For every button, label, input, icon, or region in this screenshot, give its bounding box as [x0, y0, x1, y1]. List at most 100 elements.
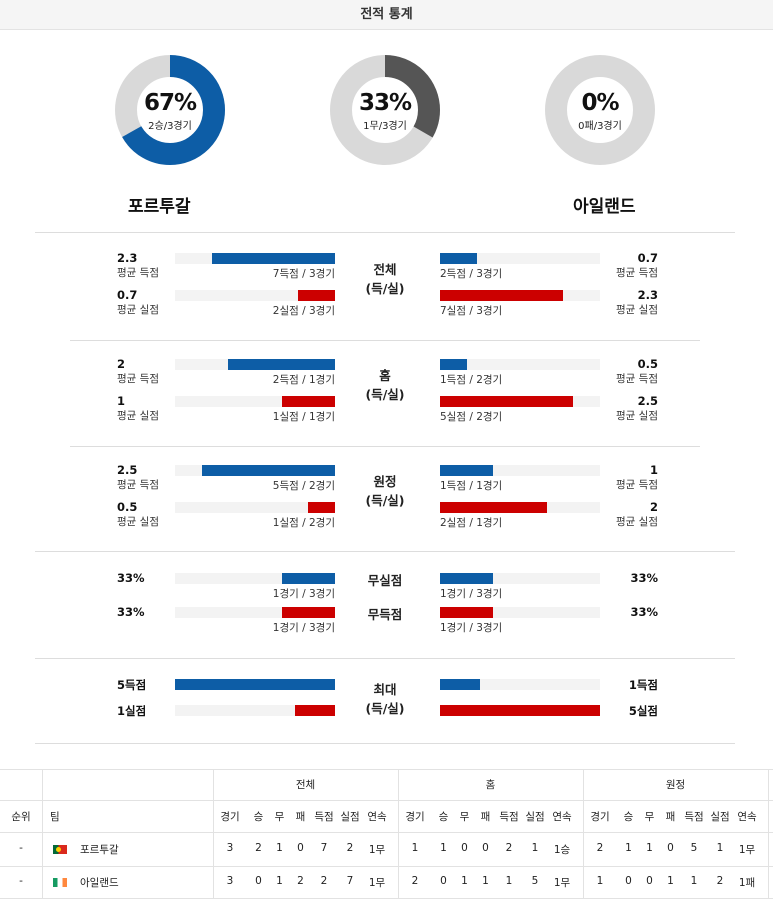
- table-cell: 1: [505, 875, 513, 887]
- away-team-name: 아일랜드: [573, 197, 636, 217]
- home-bar-track: [175, 290, 335, 301]
- table-cell: 1: [461, 875, 468, 887]
- table-group-header: 홈: [485, 779, 496, 791]
- home-bar-track: [175, 705, 335, 716]
- home-bar-fill: [202, 465, 335, 476]
- away-stat-label: 평균 득점: [616, 267, 658, 279]
- table-column-header: 무: [459, 811, 470, 823]
- table-cell: 1무: [368, 877, 386, 889]
- stat-category-line: (득/실): [365, 280, 405, 296]
- table-column-header: 실점: [340, 811, 360, 823]
- home-bar-fill: [282, 573, 335, 584]
- table-team-header: 팀: [50, 811, 60, 823]
- table-column-header: 경기: [405, 811, 425, 823]
- home-bar-caption: 2득점 / 1경기: [272, 374, 335, 386]
- table-cell: 0: [482, 842, 489, 854]
- table-cell: 2: [596, 842, 604, 854]
- table-border: [583, 769, 584, 898]
- away-bar-caption: 7실점 / 3경기: [440, 305, 503, 317]
- donut-caption: 2승/3경기: [148, 121, 192, 132]
- away-bar-fill: [440, 679, 480, 690]
- table-column-header: 득점: [499, 811, 519, 823]
- section-divider: [35, 551, 735, 552]
- donut-chart: [330, 55, 440, 165]
- away-stat-value: 33%: [630, 571, 658, 585]
- table-cell: 1승: [553, 844, 571, 856]
- home-team-name: 포르투갈: [128, 197, 191, 217]
- section-divider: [35, 232, 735, 233]
- table-rank-cell: -: [19, 875, 23, 887]
- table-team-cell[interactable]: 포르투갈: [80, 844, 119, 856]
- table-column-header: 득점: [314, 811, 334, 823]
- away-stat-label: 평균 실점: [616, 516, 658, 528]
- table-cell: 1: [531, 842, 539, 854]
- table-column-header: 경기: [590, 811, 610, 823]
- away-bar-fill: [440, 253, 477, 264]
- away-bar-fill: [440, 573, 493, 584]
- home-bar-track: [175, 573, 335, 584]
- table-group-header: 원정: [665, 779, 686, 791]
- table-cell: 2: [255, 842, 262, 854]
- home-stat-value: 2.3: [117, 251, 138, 265]
- table-border: [0, 769, 773, 770]
- table-column-header: 득점: [684, 811, 704, 823]
- home-bar-track: [175, 502, 335, 513]
- table-rank-header: 순위: [11, 811, 31, 823]
- home-bar-caption: 1경기 / 3경기: [272, 622, 335, 634]
- away-bar-track: [440, 573, 600, 584]
- away-bar-track: [440, 705, 600, 716]
- table-cell: 5: [531, 875, 539, 887]
- away-bar-fill: [440, 465, 493, 476]
- home-bar-track: [175, 465, 335, 476]
- home-bar-fill: [175, 679, 335, 690]
- section-divider: [70, 446, 700, 447]
- table-cell: 1: [716, 842, 724, 854]
- table-border: [0, 800, 773, 801]
- donut-caption: 0패/3경기: [578, 121, 622, 132]
- ireland-flag-icon: [53, 878, 67, 887]
- table-column-header: 무: [274, 811, 285, 823]
- table-cell: 2: [716, 875, 724, 887]
- away-stat-value: 2.5: [637, 394, 658, 408]
- home-bar-caption: 1실점 / 2경기: [272, 517, 335, 529]
- table-cell: 5: [690, 842, 698, 854]
- table-border: [0, 866, 773, 867]
- stat-category-title: 홈 (득/실): [355, 366, 415, 404]
- away-bar-caption: 1경기 / 3경기: [440, 588, 503, 600]
- donut-chart: [545, 55, 655, 165]
- donut-arc: [330, 55, 440, 165]
- table-border: [0, 898, 773, 899]
- table-cell: 1무: [553, 877, 571, 889]
- away-stat-value: 5실점: [628, 704, 658, 718]
- stat-category-line: 무득점: [367, 606, 403, 622]
- away-bar-caption: 2실점 / 1경기: [440, 517, 503, 529]
- table-cell: 7: [320, 842, 328, 854]
- away-stat-value: 1: [649, 463, 658, 477]
- home-stat-label: 평균 실점: [117, 516, 159, 528]
- home-bar-track: [175, 607, 335, 618]
- stat-category-title: 원정 (득/실): [355, 472, 415, 510]
- portugal-flag-icon: [53, 845, 67, 854]
- table-cell: 2: [346, 842, 354, 854]
- home-stat-value: 2: [117, 357, 126, 371]
- away-bar-caption: 2득점 / 3경기: [440, 268, 503, 280]
- away-bar-track: [440, 396, 600, 407]
- table-team-cell[interactable]: 아일랜드: [80, 877, 119, 889]
- donut-caption: 1무/3경기: [363, 121, 407, 132]
- away-stat-label: 평균 득점: [616, 479, 658, 491]
- away-stat-value: 0.7: [637, 251, 658, 265]
- away-bar-track: [440, 253, 600, 264]
- table-cell: 1: [276, 875, 283, 887]
- away-bar-fill: [440, 359, 467, 370]
- table-cell: 1무: [738, 844, 756, 856]
- home-stat-value: 1실점: [117, 704, 147, 718]
- home-stat-value: 5득점: [117, 678, 147, 692]
- table-cell: 2: [505, 842, 513, 854]
- table-column-header: 패: [295, 811, 306, 823]
- home-stat-value: 33%: [117, 571, 145, 585]
- away-bar-fill: [440, 396, 573, 407]
- table-cell: 0: [461, 842, 468, 854]
- home-bar-fill: [282, 607, 335, 618]
- home-bar-caption: 2실점 / 3경기: [272, 305, 335, 317]
- away-stat-label: 평균 득점: [616, 373, 658, 385]
